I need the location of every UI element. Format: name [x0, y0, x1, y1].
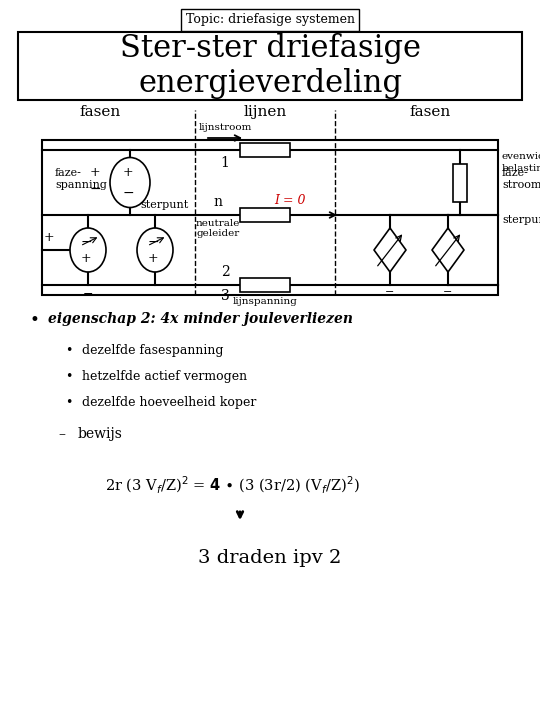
Text: −: −: [443, 287, 453, 297]
Text: +: +: [147, 251, 158, 264]
Text: 1: 1: [220, 156, 230, 170]
Text: evenwichtige: evenwichtige: [502, 152, 540, 161]
Text: 3 draden ipv 2: 3 draden ipv 2: [198, 549, 342, 567]
Text: –: –: [58, 427, 65, 441]
Text: 3: 3: [221, 289, 230, 303]
Text: belasting: belasting: [502, 164, 540, 173]
Bar: [453, 163, 467, 202]
Ellipse shape: [137, 228, 173, 272]
Text: sterpunt: sterpunt: [140, 200, 188, 210]
Text: neutrale: neutrale: [196, 219, 240, 228]
Text: faze-: faze-: [502, 168, 529, 178]
Text: −: −: [147, 235, 159, 249]
Ellipse shape: [110, 158, 150, 207]
Bar: [42, 140, 498, 295]
Text: fasen: fasen: [79, 105, 120, 119]
Text: 2: 2: [221, 265, 230, 279]
Text: +: +: [123, 166, 133, 179]
Text: −: −: [386, 287, 395, 297]
Ellipse shape: [70, 228, 106, 272]
Bar: [240, 278, 290, 292]
Text: •: •: [65, 344, 72, 357]
Text: •: •: [65, 396, 72, 409]
Text: fasen: fasen: [409, 105, 450, 119]
Text: lijnspanning: lijnspanning: [233, 297, 298, 306]
Text: −: −: [83, 288, 93, 301]
Bar: [240, 208, 290, 222]
Text: faze-: faze-: [55, 168, 82, 178]
Text: •: •: [65, 370, 72, 383]
Text: −: −: [89, 181, 101, 196]
Text: Topic: driefasige systemen: Topic: driefasige systemen: [186, 14, 354, 27]
Bar: [240, 143, 290, 157]
Text: +: +: [44, 231, 55, 244]
Bar: [18, 32, 522, 100]
Text: I = 0: I = 0: [274, 194, 306, 207]
Text: Ster-ster driefasige
energieverdeling: Ster-ster driefasige energieverdeling: [119, 32, 421, 99]
Text: −: −: [122, 186, 134, 199]
Text: dezelfde hoeveelheid koper: dezelfde hoeveelheid koper: [82, 396, 256, 409]
Text: +: +: [80, 251, 91, 264]
Text: −: −: [80, 235, 92, 249]
Text: 2r (3 V$_f$/Z)$^2$ = $\mathbf{4}$ $\bullet$ (3 (3r/2) (V$_f$/Z)$^2$): 2r (3 V$_f$/Z)$^2$ = $\mathbf{4}$ $\bull…: [105, 475, 360, 496]
Text: lijnen: lijnen: [244, 105, 287, 119]
Text: eigenschap 2: 4x minder jouleverliezen: eigenschap 2: 4x minder jouleverliezen: [48, 312, 353, 326]
Text: stroom: stroom: [502, 181, 540, 191]
Text: lijnstroom: lijnstroom: [198, 123, 252, 132]
Text: bewijs: bewijs: [78, 427, 123, 441]
Text: n: n: [213, 195, 222, 209]
Text: dezelfde fasespanning: dezelfde fasespanning: [82, 344, 224, 357]
Text: +: +: [90, 166, 100, 179]
Text: geleider: geleider: [197, 229, 240, 238]
Text: sterpunt: sterpunt: [502, 215, 540, 225]
Text: hetzelfde actief vermogen: hetzelfde actief vermogen: [82, 370, 247, 383]
Text: spanning: spanning: [55, 181, 107, 191]
Text: •: •: [30, 312, 40, 329]
